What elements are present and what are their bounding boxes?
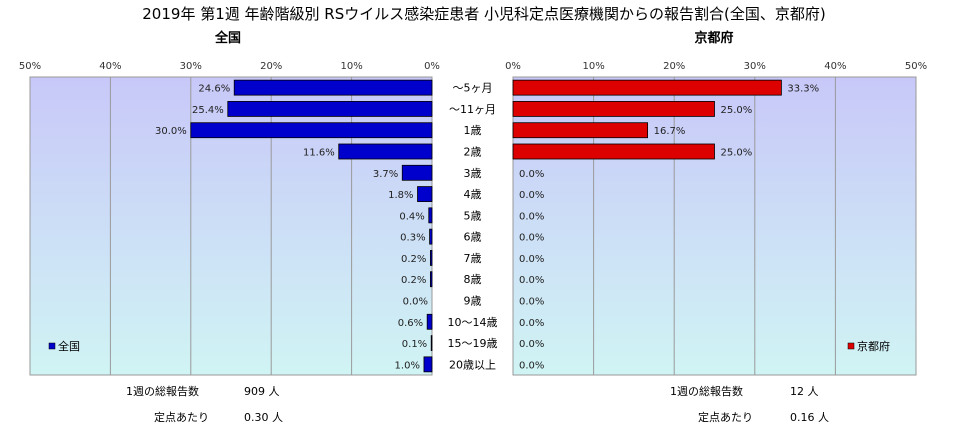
data-label-national: 1.0% xyxy=(395,360,420,371)
bar-national xyxy=(430,335,433,351)
data-label-national: 30.0% xyxy=(155,126,187,137)
data-label-national: 0.2% xyxy=(401,254,426,265)
tick-label-national: 50% xyxy=(19,61,41,72)
tick-label-national: 20% xyxy=(260,61,282,72)
category-label: 2歳 xyxy=(464,146,482,159)
bar-national xyxy=(426,313,433,330)
kyoto-total-label: 1週の総報告数 xyxy=(670,384,743,398)
bar-kyoto xyxy=(512,143,715,160)
bar-national xyxy=(227,101,433,117)
data-label-kyoto: 0.0% xyxy=(519,190,544,201)
national-per-value: 0.30 人 xyxy=(244,411,283,424)
category-label: 10～14歳 xyxy=(448,316,498,329)
plot-area-national xyxy=(29,76,433,376)
bar-national xyxy=(233,79,433,96)
bar-national xyxy=(429,271,433,288)
data-label-kyoto: 0.0% xyxy=(519,233,544,244)
bar-national xyxy=(190,122,433,139)
bar-national xyxy=(338,143,433,160)
bar-kyoto xyxy=(512,79,782,96)
bars-kyoto: 33.3% 25.0% 16.7% 25.0% 0.0% 0.0% 0.0% 0.0% 0.0%… xyxy=(512,79,819,371)
national-total-value: 909 人 xyxy=(244,385,280,398)
data-label-national: 25.4% xyxy=(192,105,224,116)
data-label-kyoto: 0.0% xyxy=(519,318,544,329)
tick-label-national: 30% xyxy=(180,61,202,72)
data-label-national: 0.4% xyxy=(399,211,424,222)
legend-label-national: 全国 xyxy=(58,339,80,353)
bar-national xyxy=(417,186,433,202)
bar-kyoto xyxy=(512,122,649,139)
data-label-kyoto: 0.0% xyxy=(519,169,544,180)
category-label: 7歳 xyxy=(464,252,482,265)
data-label-national: 1.8% xyxy=(388,190,413,201)
data-label-kyoto: 25.0% xyxy=(721,105,753,116)
data-label-national: 0.6% xyxy=(398,318,423,329)
data-label-national: 0.0% xyxy=(403,297,428,308)
category-labels: ～5ヶ月 ～11ヶ月 1歳 2歳 3歳 4歳 5歳 6歳 7歳 8歳 9歳 10～14歳 15～19歳 2… xyxy=(448,82,498,372)
bar-national xyxy=(429,250,433,266)
legend-national: 全国 xyxy=(48,339,80,353)
data-label-national: 0.1% xyxy=(402,339,427,350)
data-label-kyoto: 25.0% xyxy=(721,148,753,159)
national-total-label: 1週の総報告数 xyxy=(126,384,199,398)
data-label-kyoto: 0.0% xyxy=(519,275,544,286)
national-per-label: 定点あたり xyxy=(154,410,209,424)
category-label: 1歳 xyxy=(464,124,482,137)
legend-swatch-national xyxy=(48,342,56,350)
subtitle-kyoto: 京都府 xyxy=(694,30,733,46)
tick-label-kyoto: 10% xyxy=(582,61,604,72)
data-label-kyoto: 0.0% xyxy=(519,339,544,350)
data-label-national: 0.3% xyxy=(400,233,425,244)
tick-label-kyoto: 20% xyxy=(663,61,685,72)
category-label: 20歳以上 xyxy=(449,358,496,371)
data-label-kyoto: 0.0% xyxy=(519,360,544,371)
tick-label-kyoto: 0% xyxy=(505,61,521,72)
category-label: ～11ヶ月 xyxy=(449,103,496,116)
tick-label-national: 40% xyxy=(99,61,121,72)
legend-swatch-kyoto xyxy=(847,342,855,350)
bar-national xyxy=(423,356,433,373)
bars-national: 24.6% 25.4% 30.0% 11.6% 3.7% 1.8% 0.4% 0.3% 0.2%… xyxy=(155,79,433,373)
tick-label-national: 10% xyxy=(340,61,362,72)
kyoto-per-value: 0.16 人 xyxy=(790,411,829,424)
category-label: 4歳 xyxy=(464,188,482,201)
data-label-kyoto: 0.0% xyxy=(519,297,544,308)
kyoto-per-label: 定点あたり xyxy=(698,410,753,424)
data-label-national: 11.6% xyxy=(303,148,335,159)
data-label-kyoto: 0.0% xyxy=(519,254,544,265)
tick-label-kyoto: 30% xyxy=(744,61,766,72)
chart-title: 2019年 第1週 年齢階級別 RSウイルス感染症患者 小児科定点医療機関からの… xyxy=(142,5,825,23)
axis-ticks-kyoto: 0% 10% 20% 30% 40% 50% xyxy=(505,61,927,72)
legend-kyoto: 京都府 xyxy=(847,339,890,353)
data-label-national: 24.6% xyxy=(198,84,230,95)
bar-national xyxy=(428,207,433,224)
kyoto-total-value: 12 人 xyxy=(790,385,819,398)
data-label-kyoto: 33.3% xyxy=(787,84,819,95)
category-label: ～5ヶ月 xyxy=(453,82,493,95)
category-label: 6歳 xyxy=(464,231,482,244)
data-label-national: 0.2% xyxy=(401,275,426,286)
legend-label-kyoto: 京都府 xyxy=(857,339,890,353)
category-label: 3歳 xyxy=(464,167,482,180)
data-label-national: 3.7% xyxy=(373,169,398,180)
axis-ticks-national: 50% 40% 30% 20% 10% 0% xyxy=(19,61,440,72)
tick-label-kyoto: 40% xyxy=(824,61,846,72)
tick-label-national: 0% xyxy=(424,61,440,72)
category-label: 8歳 xyxy=(464,273,482,286)
bar-national xyxy=(429,228,433,245)
subtitle-national: 全国 xyxy=(214,30,241,46)
category-label: 15～19歳 xyxy=(448,337,498,350)
tick-label-kyoto: 50% xyxy=(905,61,927,72)
category-label: 9歳 xyxy=(464,295,482,308)
bar-national xyxy=(401,164,433,181)
bar-kyoto xyxy=(512,101,715,117)
plot-area-kyoto xyxy=(512,76,917,376)
data-label-kyoto: 0.0% xyxy=(519,211,544,222)
category-label: 5歳 xyxy=(464,209,482,222)
data-label-kyoto: 16.7% xyxy=(654,126,686,137)
